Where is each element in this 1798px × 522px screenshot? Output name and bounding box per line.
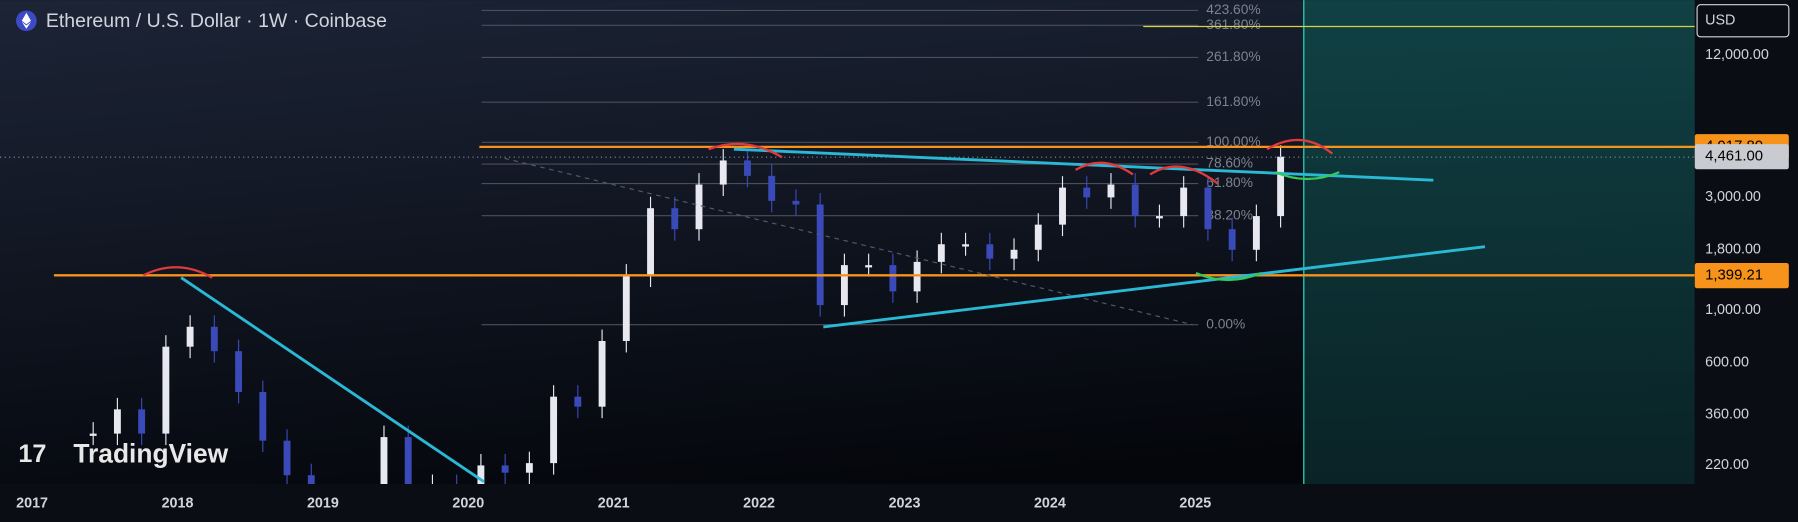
candle	[1228, 229, 1236, 250]
price-tag: 4,461.00	[1705, 149, 1763, 165]
year-label: 2022	[743, 495, 775, 511]
candle	[840, 265, 848, 306]
candle	[598, 340, 606, 407]
candle	[1252, 216, 1260, 250]
candle	[913, 261, 921, 292]
candle	[1155, 216, 1163, 219]
price-label: 360.00	[1705, 407, 1749, 423]
fib-label: 423.60%	[1206, 2, 1260, 17]
watermark-logo: 17	[18, 440, 46, 468]
candle	[986, 244, 994, 259]
candle	[1059, 187, 1066, 225]
candle	[1010, 249, 1018, 259]
candle	[647, 208, 654, 276]
year-label: 2021	[598, 495, 630, 511]
candle	[259, 392, 267, 441]
price-label: 220.00	[1705, 457, 1749, 473]
candle	[744, 160, 751, 176]
candle	[622, 275, 630, 341]
candle	[501, 465, 509, 473]
candle	[792, 200, 800, 205]
candle	[138, 409, 146, 434]
candle	[865, 265, 873, 268]
candle	[889, 265, 897, 292]
candle	[1034, 224, 1042, 250]
candle	[816, 204, 824, 306]
price-label: 1,000.00	[1705, 302, 1761, 318]
time-axis	[0, 484, 1798, 522]
price-tag-bg	[1694, 144, 1789, 170]
currency: USD	[1705, 13, 1735, 29]
projection-zone	[1303, 0, 1695, 485]
candle	[1107, 184, 1115, 198]
candle	[768, 175, 776, 201]
fib-levels: 423.60%361.80% 261.80% 161.80% 100.00% 78.60…	[481, 2, 1261, 331]
price-label: 1,800.00	[1705, 242, 1761, 258]
price-label: 600.00	[1705, 354, 1749, 370]
candle	[671, 208, 679, 230]
currency-box[interactable]	[1696, 4, 1790, 38]
candle	[477, 465, 485, 485]
fib-label: 261.80%	[1206, 49, 1260, 64]
year-label: 2025	[1179, 495, 1211, 511]
fib-label: 100.00%	[1206, 134, 1260, 149]
candle	[162, 346, 170, 434]
chart-title: Ethereum / U.S. Dollar · 1W · Coinbase	[46, 10, 387, 32]
axes: 12,000.00 3,000.00 1,800.00 1,000.00 600.00 3…	[16, 47, 1789, 511]
candle	[962, 244, 970, 247]
candle	[1180, 187, 1188, 217]
year-label: 2017	[16, 495, 48, 511]
fib-label: 161.80%	[1206, 94, 1260, 109]
year-label: 2023	[889, 495, 921, 511]
candle	[186, 326, 194, 347]
price-axis	[1694, 0, 1798, 522]
price-label: 3,000.00	[1705, 189, 1761, 205]
year-label: 2018	[162, 495, 194, 511]
top-arcs	[142, 138, 1334, 279]
fib-label: 0.00%	[1206, 316, 1245, 331]
candles	[89, 145, 1285, 485]
candle	[550, 396, 558, 464]
candle	[307, 475, 315, 485]
year-label: 2019	[307, 495, 339, 511]
candle	[1083, 187, 1091, 198]
price-tag: 1,399.21	[1705, 268, 1763, 284]
eth-glyph	[21, 12, 31, 29]
candle	[1131, 184, 1139, 217]
candle	[937, 244, 945, 262]
fib-label: 61.80%	[1206, 175, 1253, 190]
candle	[89, 433, 97, 436]
price-tag-bg	[1694, 263, 1789, 289]
candle	[283, 440, 291, 476]
candle	[113, 409, 121, 434]
candle	[1277, 156, 1285, 217]
watermark: TradingView	[73, 438, 228, 468]
candle	[235, 351, 243, 393]
year-label: 2020	[452, 495, 484, 511]
bottom-arcs	[1195, 171, 1340, 281]
candle	[380, 437, 388, 485]
candle	[404, 437, 412, 485]
fib-label: 361.80%	[1206, 17, 1260, 32]
fib-label: 78.60%	[1206, 156, 1253, 171]
price-label: 12,000.00	[1705, 47, 1769, 63]
candle	[695, 184, 703, 230]
trendlines	[180, 147, 1486, 483]
candle	[719, 160, 727, 185]
year-label: 2024	[1034, 495, 1066, 511]
fib-label: 38.20%	[1206, 207, 1253, 222]
candle	[210, 326, 218, 352]
candle	[574, 396, 582, 407]
candle	[525, 463, 533, 473]
candle	[1204, 187, 1212, 230]
